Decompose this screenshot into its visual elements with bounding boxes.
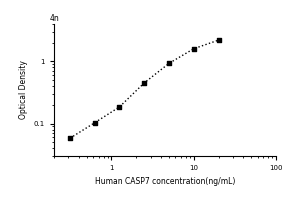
Point [68, 137, 72, 140]
Text: 4n: 4n [49, 14, 59, 23]
Point [216, 39, 221, 42]
X-axis label: Human CASP7 concentration(ng/mL): Human CASP7 concentration(ng/mL) [95, 177, 235, 186]
Point [191, 47, 196, 50]
Point [167, 62, 171, 65]
Point [92, 121, 97, 124]
Point [142, 81, 147, 85]
Y-axis label: Optical Density: Optical Density [19, 61, 28, 119]
Point [117, 105, 122, 109]
